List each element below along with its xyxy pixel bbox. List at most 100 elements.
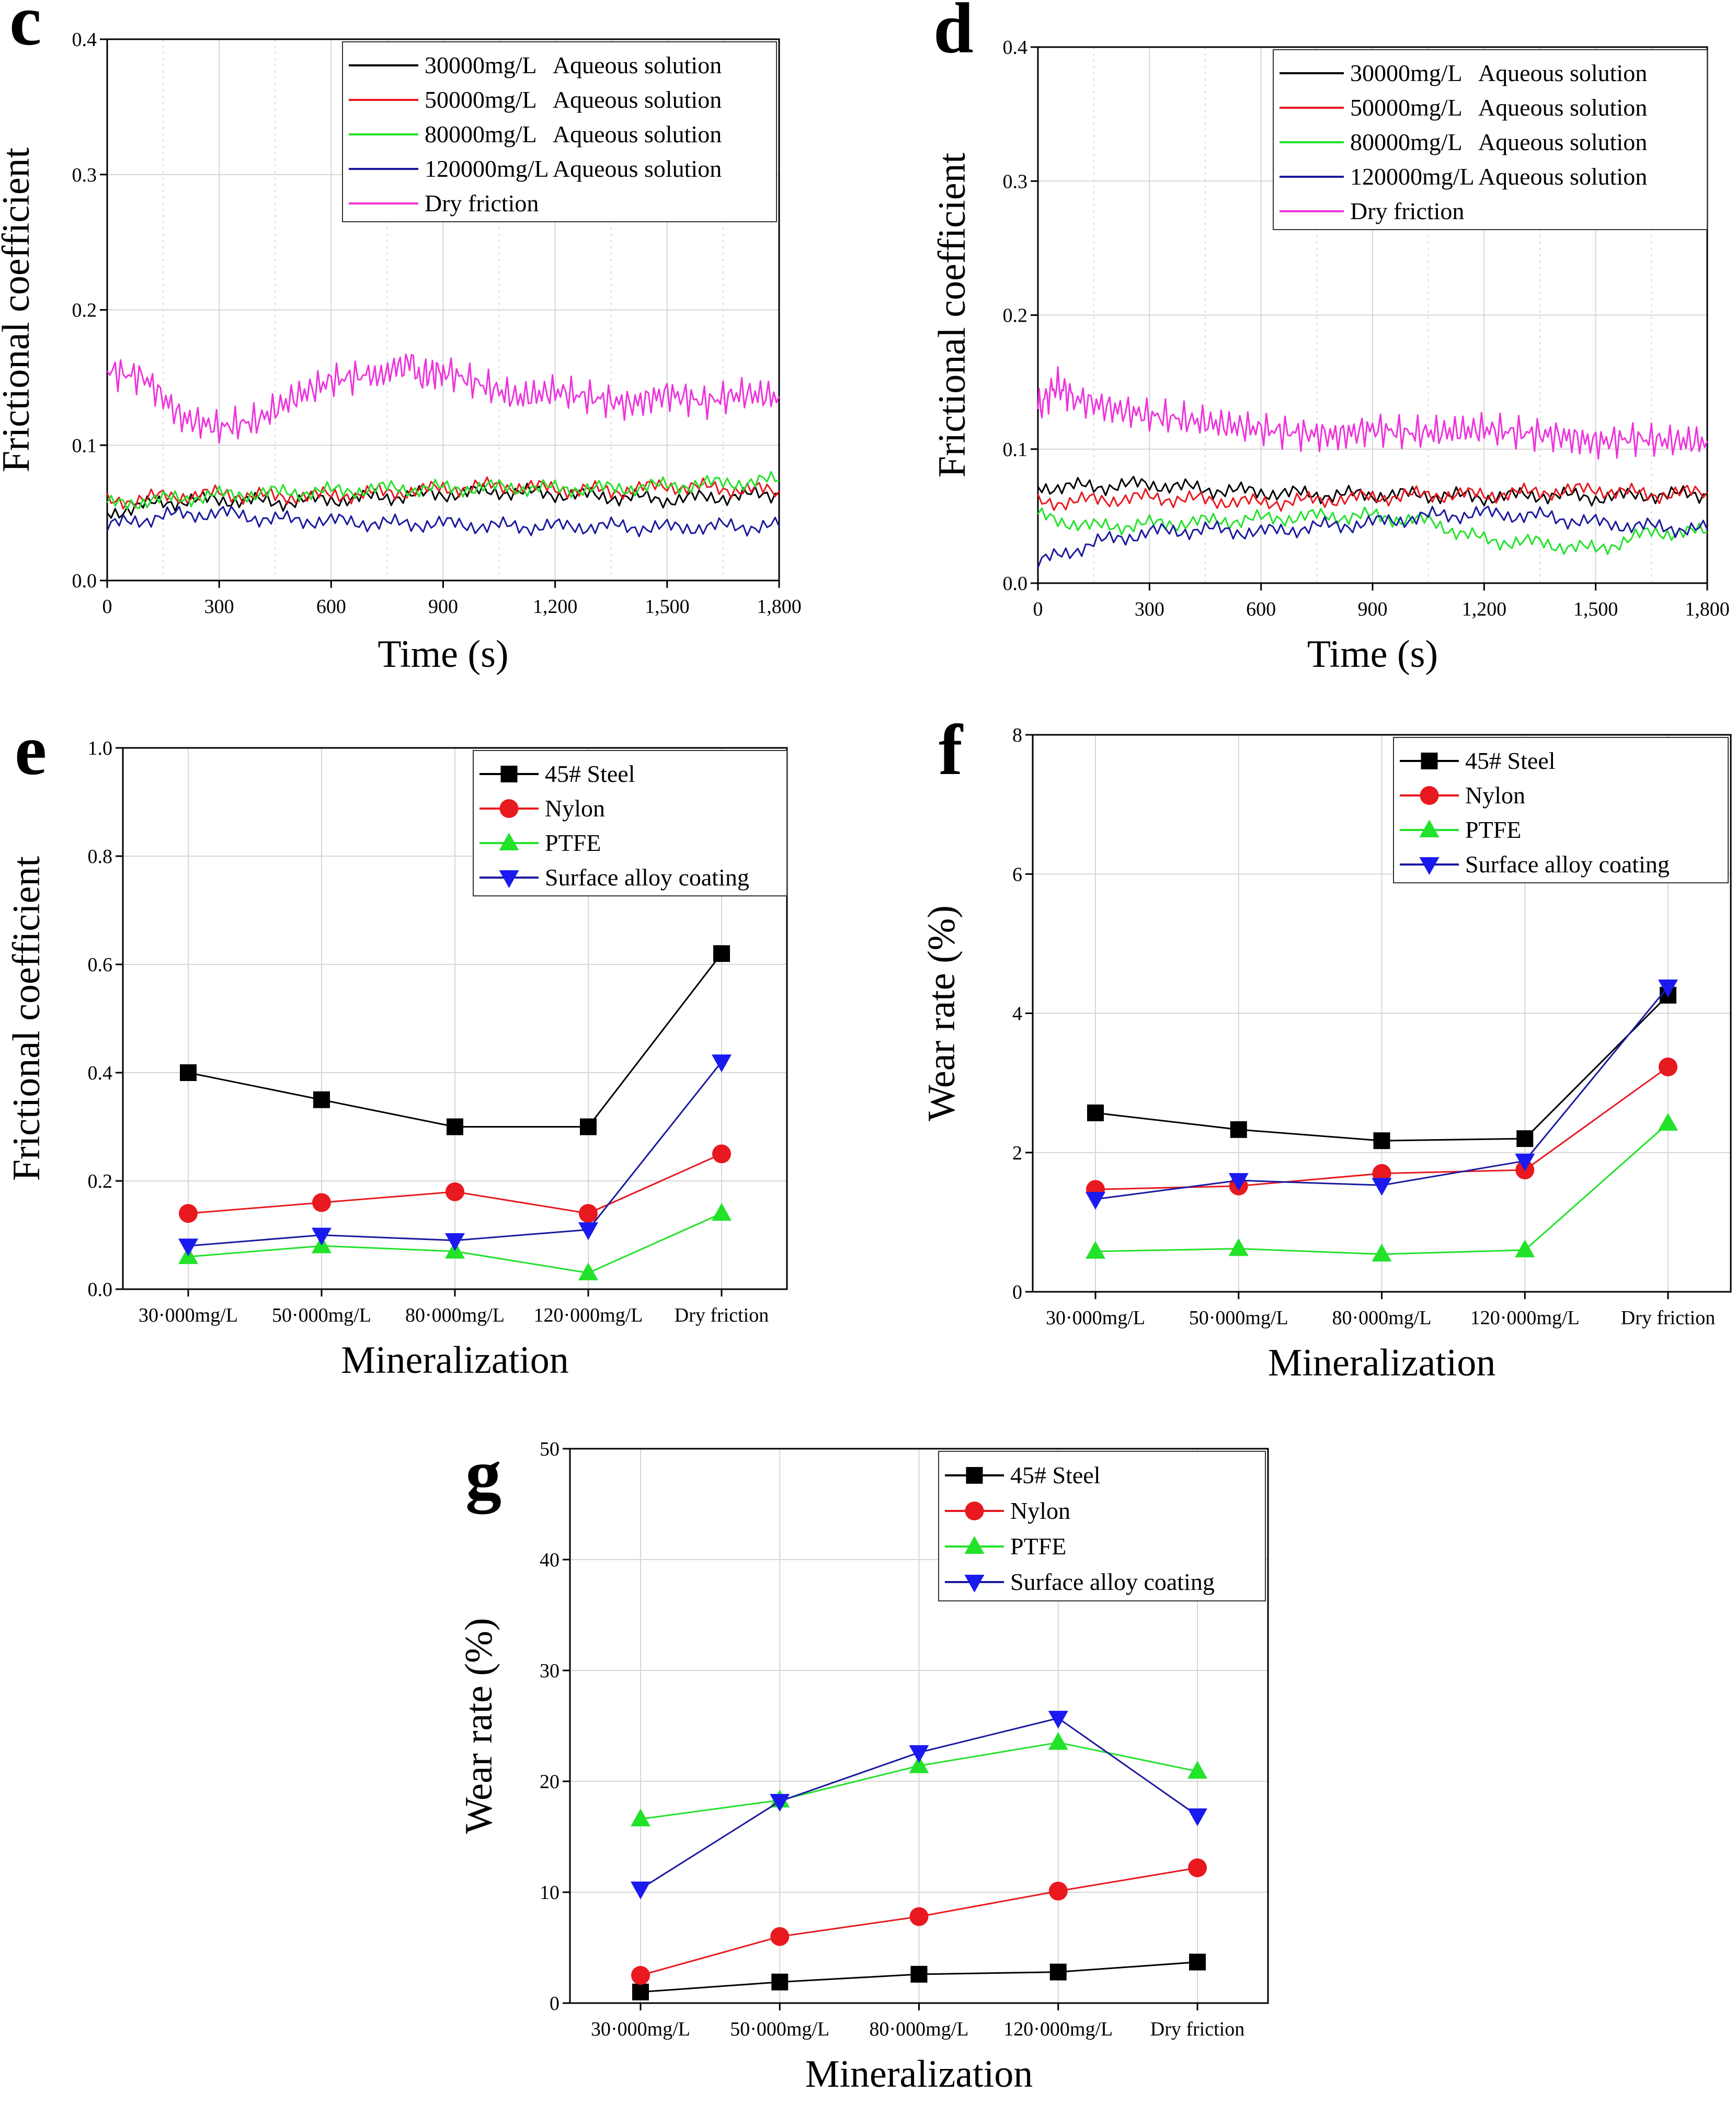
e-y-tick-label: 0.0	[88, 1279, 113, 1301]
e-data-point-2-4	[712, 1203, 732, 1221]
e-legend-marker	[499, 799, 519, 818]
c-legend-label: 30000mg/L Aqueous solution	[425, 52, 722, 78]
e-y-tick-label: 1.0	[88, 737, 113, 759]
d-legend-label: 80000mg/L Aqueous solution	[1350, 129, 1647, 155]
chart-d: 0 300 600 900 1,200 1,500 1,800 0.0 0.1 0.2 0.3 0.4…	[931, 0, 1730, 676]
e-x-tick-label: 120·000mg/L	[534, 1304, 643, 1326]
e-legend-label: PTFE	[545, 829, 601, 856]
c-legend-label: 50000mg/L Aqueous solution	[425, 86, 722, 113]
f-legend-label: Nylon	[1465, 782, 1525, 809]
f-legend-marker	[1419, 820, 1440, 837]
d-x-tick-label: 300	[1135, 598, 1164, 620]
g-legend-label: Surface alloy coating	[1010, 1568, 1215, 1595]
g-data-point-3-1	[770, 1794, 790, 1812]
d-legend-label: 30000mg/L Aqueous solution	[1350, 60, 1647, 86]
c-x-tick-label: 1,200	[533, 596, 578, 618]
g-x-tick-label: 30·000mg/L	[591, 2018, 690, 2040]
d-panel-letter: d	[933, 0, 974, 68]
g-data-point-1-4	[1188, 1858, 1207, 1878]
g-data-point-2-0	[631, 1809, 650, 1827]
d-x-axis-title: Time (s)	[1307, 633, 1438, 676]
c-x-tick-label: 600	[316, 596, 346, 618]
d-series-line-3	[1037, 505, 1708, 568]
f-y-tick-label: 2	[1012, 1142, 1022, 1164]
f-legend-marker	[1421, 753, 1438, 769]
g-x-axis-title: Mineralization	[805, 2053, 1033, 2096]
e-data-point-1-0	[179, 1204, 198, 1223]
f-x-axis-title: Mineralization	[1268, 1341, 1496, 1384]
f-x-tick-label: 30·000mg/L	[1046, 1307, 1145, 1329]
chart-c: 0 300 600 900 1,200 1,500 1,800 0.0 0.1 0.2 0.3 0.4…	[0, 0, 802, 676]
d-x-tick-label: 600	[1246, 598, 1276, 620]
e-x-axis-title: Mineralization	[341, 1339, 569, 1382]
e-x-tick-label: 30·000mg/L	[139, 1304, 238, 1326]
f-data-point-2-0	[1086, 1241, 1105, 1259]
c-legend-box	[342, 41, 777, 222]
g-panel-letter: g	[465, 1434, 501, 1514]
g-data-point-0-3	[1049, 1963, 1067, 1981]
d-y-tick-label: 0.3	[1003, 170, 1028, 192]
g-legend-label: Nylon	[1010, 1497, 1070, 1524]
e-x-tick-label: Dry friction	[675, 1304, 769, 1326]
e-y-tick-label: 0.6	[88, 954, 113, 976]
g-x-tick-label: 50·000mg/L	[730, 2018, 829, 2040]
g-y-tick-label: 40	[540, 1549, 559, 1571]
g-data-point-0-0	[632, 1983, 649, 2000]
g-x-tick-label: 80·000mg/L	[870, 2018, 969, 2040]
c-legend-label: Dry friction	[425, 190, 539, 217]
d-x-tick-label: 900	[1358, 598, 1388, 620]
g-y-tick-label: 10	[540, 1882, 559, 1904]
d-legend-label: 50000mg/L Aqueous solution	[1350, 94, 1647, 121]
e-legend-marker	[499, 870, 519, 888]
f-data-point-1-4	[1659, 1058, 1677, 1077]
f-x-tick-label: 80·000mg/L	[1332, 1307, 1432, 1329]
f-data-point-0-3	[1516, 1130, 1534, 1147]
g-data-point-2-2	[909, 1755, 929, 1773]
e-legend-label: Nylon	[545, 795, 605, 822]
c-series-line-2	[106, 471, 780, 510]
c-series-line-3	[106, 506, 780, 538]
f-y-axis-title: Wear rate (%)	[920, 905, 963, 1121]
e-y-tick-label: 0.8	[88, 846, 113, 868]
f-y-tick-label: 0	[1012, 1281, 1022, 1303]
c-x-tick-label: 1,500	[645, 596, 690, 618]
d-x-tick-label: 1,200	[1462, 598, 1507, 620]
f-x-tick-label: 50·000mg/L	[1189, 1307, 1288, 1329]
c-y-tick-label: 0.3	[72, 164, 97, 186]
g-y-axis-title: Wear rate (%)	[458, 1618, 500, 1834]
f-panel-letter: f	[939, 710, 964, 790]
f-legend-label: PTFE	[1465, 816, 1521, 843]
g-data-point-1-3	[1048, 1881, 1068, 1901]
d-y-axis-title: Frictional coefficient	[931, 152, 974, 477]
e-data-point-3-2	[445, 1233, 465, 1251]
e-data-point-3-1	[312, 1227, 332, 1246]
d-legend-label: 120000mg/L Aqueous solution	[1350, 163, 1647, 190]
e-data-point-3-3	[578, 1222, 598, 1241]
f-data-point-2-2	[1372, 1244, 1392, 1262]
g-legend-label: 45# Steel	[1010, 1462, 1100, 1488]
c-x-axis-title: Time (s)	[378, 633, 508, 676]
f-legend-marker	[1419, 857, 1440, 875]
f-data-point-3-1	[1228, 1173, 1249, 1191]
c-y-tick-label: 0.0	[72, 570, 97, 592]
e-legend-label: 45# Steel	[545, 760, 635, 787]
g-y-tick-label: 30	[540, 1660, 559, 1682]
c-series-line-0	[106, 483, 780, 519]
f-data-point-3-2	[1372, 1178, 1392, 1196]
e-y-tick-label: 0.2	[88, 1170, 113, 1192]
e-data-point-1-4	[712, 1144, 731, 1164]
f-y-tick-label: 6	[1012, 863, 1022, 885]
e-data-point-0-2	[447, 1118, 463, 1135]
d-y-tick-label: 0.2	[1003, 305, 1028, 327]
f-data-point-0-0	[1087, 1104, 1104, 1121]
d-x-tick-label: 1,800	[1685, 598, 1730, 620]
c-y-tick-label: 0.2	[72, 300, 97, 322]
g-data-point-3-2	[909, 1745, 929, 1763]
e-x-tick-label: 50·000mg/L	[272, 1304, 371, 1326]
e-data-point-1-1	[312, 1193, 331, 1212]
d-series-line-2	[1037, 506, 1708, 555]
g-data-point-2-3	[1048, 1732, 1068, 1750]
d-y-tick-label: 0.0	[1003, 573, 1028, 595]
c-y-axis-title: Frictional coefficient	[0, 147, 38, 472]
